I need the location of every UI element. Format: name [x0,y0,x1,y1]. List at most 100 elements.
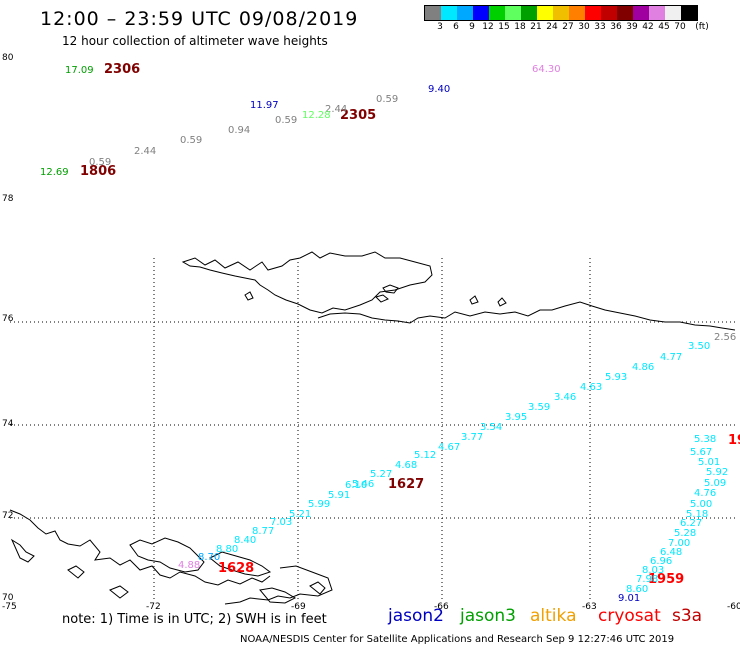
color-scale-label: 6 [453,22,459,32]
wave-height-label: 5.92 [706,467,728,478]
color-swatch [617,6,633,20]
wave-height-label: 3.59 [528,402,550,413]
latitude-label: 80 [2,53,14,63]
color-scale-label: 70 [674,22,686,32]
color-scale-label: 42 [642,22,654,32]
wave-height-label: 8.40 [234,535,256,546]
wave-height-label: 8.80 [216,544,238,555]
wave-height-label: 3.50 [688,341,710,352]
graticule [10,258,738,600]
wave-height-label: 7.03 [270,517,292,528]
coastline-segment [469,295,479,305]
wave-height-label: 0.59 [275,115,297,126]
color-swatch [649,6,665,20]
wave-height-label: 4.77 [660,352,682,363]
wave-height-label: 5.01 [698,457,720,468]
footer-credit: NOAA/NESDIS Center for Satellite Applica… [240,634,675,645]
wave-height-label: 0.59 [180,135,202,146]
wave-height-label: 3.54 [480,422,502,433]
wave-height-label: 0.59 [89,157,111,168]
wave-height-label: 12.69 [40,167,69,178]
wave-height-label: 5.91 [328,490,350,501]
coastline [9,251,736,605]
wave-height-label: 17.09 [65,65,94,76]
wave-height-label: 2.56 [714,332,736,343]
color-swatch [569,6,585,20]
color-scale-bar [424,5,698,21]
track-time-label: 1628 [218,561,254,576]
coastline-segment [109,585,129,599]
coastline-segment [181,251,433,314]
color-scale-label: 33 [594,22,606,32]
wave-height-label: 6.96 [650,556,672,567]
coastline-segment [244,291,254,301]
color-swatch [665,6,681,20]
wave-height-label: 5.28 [674,528,696,539]
coastline-segment [9,509,271,586]
color-swatch [601,6,617,20]
axis-labels: 80 78 76 74 72 70-75 -72 -69 -66 -63 -60 [2,53,740,612]
satellite-jason2: jason2 [388,606,444,626]
color-scale-label: 30 [578,22,590,32]
wave-height-label: 0.94 [228,125,250,136]
coastline-segment [224,565,333,605]
color-scale-unit: (ft) [695,22,709,32]
satellite-cryosat: cryosat [598,606,661,626]
note-text: note: 1) Time is in UTC; 2) SWH is in fe… [62,612,327,627]
satellite-s3a: s3a [672,606,703,626]
wave-height-label: 0.59 [376,94,398,105]
wave-height-label: 5.21 [289,509,311,520]
color-swatch [425,6,441,20]
satellite-jason3: jason3 [460,606,516,626]
wave-height-label: 3.95 [505,412,527,423]
wave-height-label: 12.28 [302,110,331,121]
wave-height-label: 8.70 [198,552,220,563]
color-swatch [473,6,489,20]
wave-height-labels: 2306 2305 1806 1627 1628 1959 19 17.09 64.30 9.40… [40,62,740,604]
wave-height-label: 8.03 [642,565,664,576]
coastline-segment [67,565,85,579]
latitude-label: 70 [2,593,14,603]
track-time-label: 1806 [80,164,116,179]
track-time-label: 2305 [340,108,376,123]
coastline-segment [317,301,736,331]
color-scale-label: 36 [610,22,622,32]
color-swatch [489,6,505,20]
color-scale-label: 21 [530,22,542,32]
coastline-segment [375,294,389,303]
satellite-altika: altika [530,606,577,626]
wave-height-label: 5.46 [352,479,374,490]
longitude-label: -60 [727,602,740,612]
wave-height-label: 9.01 [618,593,640,604]
color-swatch [505,6,521,20]
color-scale-label: 24 [546,22,558,32]
color-scale-label: 3 [437,22,443,32]
wave-height-label: 4.86 [632,362,654,373]
color-scale-label: 9 [469,22,475,32]
color-swatch [633,6,649,20]
latitude-label: 74 [2,419,14,429]
track-time-label: 1627 [388,477,424,492]
longitude-label: -75 [2,602,17,612]
wave-height-label: 2.44 [134,146,156,157]
longitude-label: -63 [582,602,597,612]
wave-height-label: 4.63 [580,382,602,393]
wave-height-label: 5.99 [308,499,330,510]
wave-height-label: 4.76 [694,488,716,499]
wave-height-label: 5.18 [686,509,708,520]
color-scale-label: 39 [626,22,638,32]
color-scale-label: 27 [562,22,574,32]
wave-height-label: 11.97 [250,100,279,111]
coastline-segment [497,297,507,307]
wave-height-label: 5.00 [690,499,712,510]
color-swatch [553,6,569,20]
latitude-label: 76 [2,314,14,324]
color-swatch [537,6,553,20]
coastline-segment [129,537,205,573]
color-scale-labels: 3 6 9 12 15 18 21 24 27 30 33 36 39 42 45 70 (ft) [424,21,709,35]
wave-height-label: 7.00 [668,538,690,549]
wave-height-label: 5.67 [690,447,712,458]
wave-height-label: 7.98 [636,574,658,585]
color-scale-label: 18 [514,22,526,32]
wave-height-label: 5.38 [694,434,716,445]
